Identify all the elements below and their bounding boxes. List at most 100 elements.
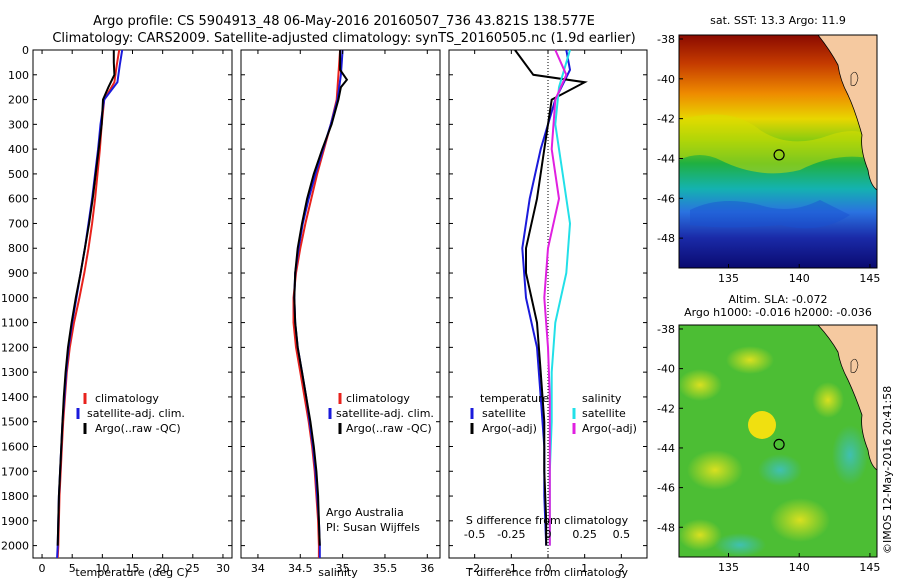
y-tick-label: -40 [657,363,675,376]
legend-label-sal-satellite: satellite [582,407,626,420]
series-line-1 [514,49,588,546]
temperature-xlabel: temperature (deg C) [75,566,188,579]
y-tick-label: -48 [657,232,675,245]
series-line-2 [293,50,349,546]
series-line-3 [543,49,568,546]
y-tick-label: 1400 [1,391,29,404]
y-tick-label: -38 [657,33,675,46]
y-tick-label: 900 [8,267,29,280]
sla-high-anomaly [687,450,743,490]
argo-float-marker [773,149,785,161]
temperature-panel: 0 5 10 15 20 25 30 0 100 200 300 400 500 600 700 800 90… [1,44,233,579]
imos-credit: ©IMOS 12-May-2016 20:41:58 [881,386,894,554]
top-x-tick-label: -0.5 [464,528,485,541]
y-tick-label: 1900 [1,515,29,528]
sla-high-anomaly [748,411,776,439]
float-program-label: Argo Australia [326,506,404,519]
sla-map-title-2: Argo h1000: -0.016 h2000: -0.036 [684,306,872,319]
difference-bottom-xlabel: T difference from climatology [465,566,628,579]
y-tick-label: 200 [8,94,29,107]
y-tick-label: -44 [657,152,675,165]
y-tick-label: 2000 [1,540,29,553]
series-line-1 [56,49,124,559]
y-tick-label: -46 [657,192,675,205]
sst-cool-patch [690,200,850,229]
x-tick-label: 0 [545,562,552,575]
series-line-0 [521,49,572,546]
sla-high-anomaly [726,346,774,374]
sst-land-island [850,71,859,86]
x-tick-label: 34.5 [288,562,313,575]
sla-map-frame [678,324,878,558]
y-tick-label: 1200 [1,341,29,354]
x-tick-label: 145 [859,561,880,574]
y-tick-label: -40 [657,73,675,86]
y-tick-label: 0 [22,44,29,57]
header-line-2: Climatology: CARS2009. Satellite-adjuste… [52,31,635,46]
y-tick-label: 1800 [1,490,29,503]
sla-map: Altim. SLA: -0.072 Argo h1000: -0.016 h2… [657,293,880,574]
x-tick-label: 1 [581,562,588,575]
legend-label-climatology: climatology [346,392,410,405]
x-tick-label: 0 [39,562,46,575]
y-tick-label: 400 [8,143,29,156]
y-tick-label: 300 [8,118,29,131]
y-tick-label: 1000 [1,292,29,305]
x-tick-label: 15 [126,562,140,575]
x-tick-label: 140 [789,561,810,574]
y-tick-label: -42 [657,113,675,126]
x-tick-label: 2 [618,562,625,575]
y-tick-label: 1500 [1,416,29,429]
top-x-tick-label: 0 [545,528,552,541]
legend-label-argo: Argo(..raw -QC) [346,422,432,435]
x-tick-label: 135 [718,272,739,285]
x-tick-label: 5 [69,562,76,575]
y-tick-label: 1100 [1,317,29,330]
x-tick-label: 145 [859,272,880,285]
legend-label-satellite: satellite-adj. clim. [87,407,185,420]
y-tick-label: 500 [8,168,29,181]
x-tick-label: -2 [469,562,480,575]
legend-label-argo: Argo(..raw -QC) [95,422,181,435]
sst-map-frame [678,34,878,269]
temperature-legend: climatology satellite-adj. clim. Argo(..… [76,392,185,435]
argo-float-marker [773,438,785,450]
legend-label-climatology: climatology [95,392,159,405]
x-tick-label: 35 [336,562,350,575]
series-line-2 [56,50,116,546]
legend-label-temp-satellite: satellite [482,407,526,420]
y-tick-label: 700 [8,217,29,230]
x-tick-label: 36 [420,562,434,575]
x-tick-label: -1 [506,562,517,575]
sla-map-title-1: Altim. SLA: -0.072 [728,293,827,306]
y-tick-label: -38 [657,323,675,336]
y-tick-label: 100 [8,69,29,82]
sst-warm-tongue [679,114,877,174]
sla-high-anomaly [679,519,722,551]
header-line-1: Argo profile: CS 5904913_48 06-May-2016 … [93,14,595,29]
top-x-tick-label: 0.5 [613,528,631,541]
x-tick-label: 135 [718,561,739,574]
y-tick-label: -46 [657,482,675,495]
sla-land-tasmania [817,325,877,471]
sla-high-anomaly [812,382,844,418]
y-tick-label: 1600 [1,440,29,453]
y-tick-label: 1700 [1,465,29,478]
sst-land-tasmania [817,35,877,191]
legend-label-satellite: satellite-adj. clim. [336,407,434,420]
sla-low-anomaly [758,454,802,486]
y-tick-label: 600 [8,193,29,206]
series-line-1 [293,49,344,558]
sla-high-anomaly [770,498,830,542]
legend-label-sal-argo: Argo(-adj) [582,422,637,435]
salinity-xlabel: salinity [318,566,358,579]
temperature-axes-frame [32,49,233,559]
x-tick-label: 140 [789,272,810,285]
float-pi-label: PI: Susan Wijffels [326,521,420,534]
sst-map-title: sat. SST: 13.3 Argo: 11.9 [710,14,846,27]
legend-header-temperature: temperature [480,392,549,405]
x-tick-label: 35.5 [373,562,398,575]
x-tick-label: 25 [186,562,200,575]
y-tick-label: 800 [8,242,29,255]
